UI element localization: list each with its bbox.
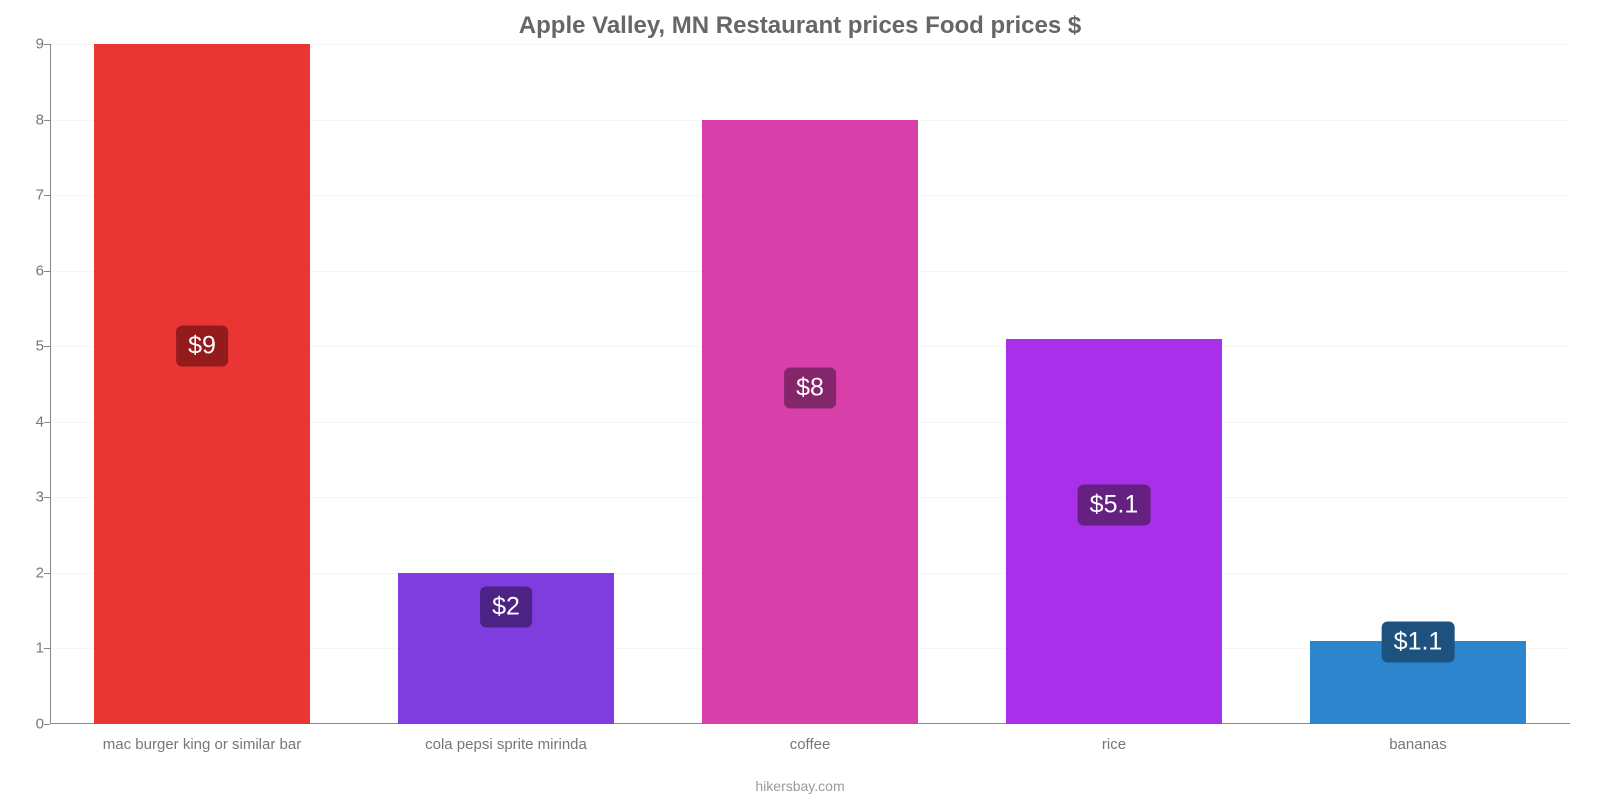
y-tick-label: 0: [4, 716, 44, 733]
y-tick-label: 9: [4, 36, 44, 53]
x-tick-label: rice: [1102, 736, 1126, 753]
y-tick-label: 6: [4, 262, 44, 279]
y-tick-mark: [44, 573, 50, 574]
x-tick-label: bananas: [1389, 736, 1447, 753]
y-tick-mark: [44, 724, 50, 725]
y-tick-mark: [44, 44, 50, 45]
bar: [1006, 339, 1222, 724]
y-tick-mark: [44, 120, 50, 121]
y-tick-mark: [44, 648, 50, 649]
y-tick-label: 2: [4, 564, 44, 581]
y-tick-label: 7: [4, 187, 44, 204]
y-tick-mark: [44, 422, 50, 423]
bar-value-label: $1.1: [1382, 622, 1455, 663]
x-tick-label: mac burger king or similar bar: [103, 736, 301, 753]
y-tick-mark: [44, 346, 50, 347]
price-bar-chart: Apple Valley, MN Restaurant prices Food …: [0, 0, 1600, 800]
y-tick-label: 1: [4, 640, 44, 657]
bar: [94, 44, 310, 724]
y-tick-mark: [44, 195, 50, 196]
chart-title: Apple Valley, MN Restaurant prices Food …: [0, 12, 1600, 40]
y-tick-label: 4: [4, 413, 44, 430]
y-tick-label: 3: [4, 489, 44, 506]
x-tick-label: coffee: [790, 736, 831, 753]
y-tick-mark: [44, 271, 50, 272]
bar-value-label: $5.1: [1078, 484, 1151, 525]
chart-source: hikersbay.com: [0, 778, 1600, 794]
y-tick-mark: [44, 497, 50, 498]
y-axis-line: [50, 44, 51, 724]
y-tick-label: 8: [4, 111, 44, 128]
y-tick-label: 5: [4, 338, 44, 355]
bar-value-label: $2: [480, 586, 532, 627]
bar-value-label: $9: [176, 326, 228, 367]
bar: [702, 120, 918, 724]
bar-value-label: $8: [784, 367, 836, 408]
x-tick-label: cola pepsi sprite mirinda: [425, 736, 587, 753]
plot-area: 0123456789$9mac burger king or similar b…: [50, 44, 1570, 724]
